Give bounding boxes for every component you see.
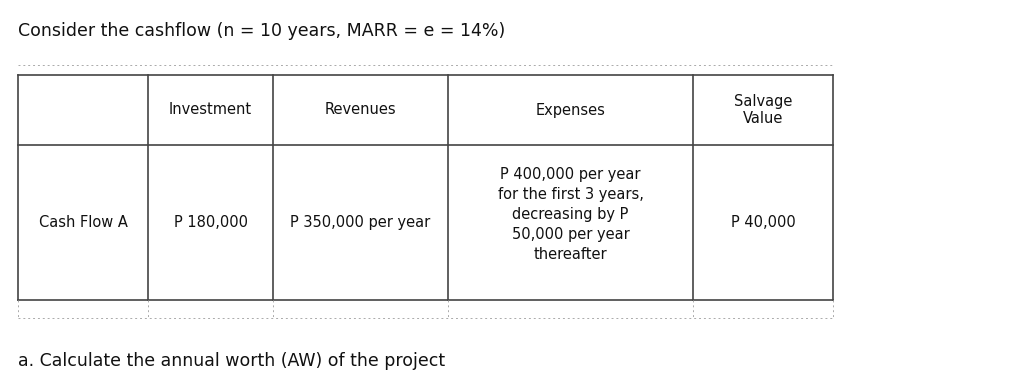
Text: Salvage
Value: Salvage Value (734, 94, 792, 126)
Text: Investment: Investment (169, 102, 252, 117)
Text: P 350,000 per year: P 350,000 per year (290, 215, 431, 230)
Text: Revenues: Revenues (324, 102, 396, 117)
Text: P 40,000: P 40,000 (731, 215, 795, 230)
Text: Consider the cashflow (n = 10 years, MARR = e = 14%): Consider the cashflow (n = 10 years, MAR… (18, 22, 505, 40)
Text: Cash Flow A: Cash Flow A (39, 215, 127, 230)
Text: P 400,000 per year
for the first 3 years,
decreasing by P
50,000 per year
therea: P 400,000 per year for the first 3 years… (498, 168, 643, 262)
Text: a. Calculate the annual worth (AW) of the project: a. Calculate the annual worth (AW) of th… (18, 352, 445, 370)
Text: Expenses: Expenses (536, 102, 605, 117)
Text: P 180,000: P 180,000 (173, 215, 247, 230)
